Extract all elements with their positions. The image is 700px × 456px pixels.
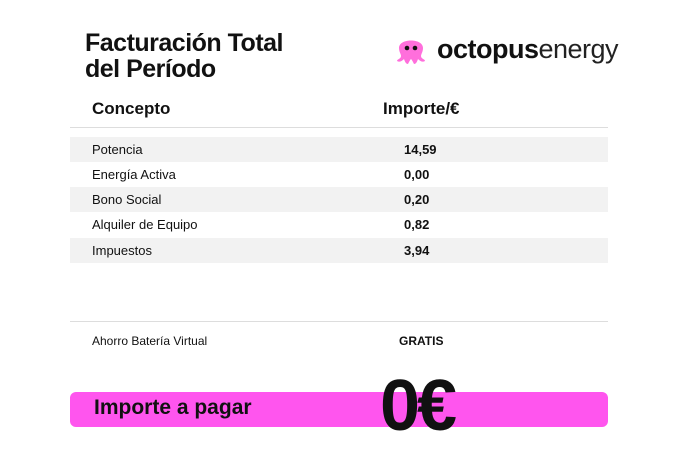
concept: Bono Social	[92, 192, 162, 207]
logo-light: energy	[538, 34, 619, 64]
concept: Alquiler de Equipo	[92, 217, 198, 232]
title-line: del Período	[85, 55, 216, 83]
table-row: Energía Activa 0,00	[70, 162, 608, 187]
table-row: Impuestos 3,94	[70, 238, 608, 263]
logo-bold: octopus	[437, 34, 539, 64]
savings-label: Ahorro Batería Virtual	[92, 334, 208, 348]
amount: 0,00	[404, 167, 430, 182]
concept: Potencia	[92, 142, 143, 157]
table-row: Bono Social 0,20	[70, 187, 608, 212]
divider	[70, 321, 608, 322]
total-value: 0€	[380, 366, 457, 446]
amount: 14,59	[404, 142, 437, 157]
divider	[70, 127, 608, 128]
logo-text: octopusenergy	[437, 34, 619, 65]
column-header: Concepto	[92, 99, 171, 118]
amount: 3,94	[404, 243, 430, 258]
table-row: Potencia 14,59	[70, 137, 608, 162]
total-bar	[70, 392, 608, 427]
total-label: Importe a pagar	[94, 396, 252, 419]
concept: Energía Activa	[92, 167, 176, 182]
amount: 0,82	[404, 217, 430, 232]
column-header: Importe/€	[383, 99, 460, 118]
logo-icon	[397, 40, 425, 64]
concept: Impuestos	[92, 243, 152, 258]
title-line: Facturación Total	[85, 29, 284, 57]
amount: 0,20	[404, 192, 430, 207]
table-row: Alquiler de Equipo 0,82	[70, 212, 608, 237]
savings-value: GRATIS	[399, 334, 444, 348]
